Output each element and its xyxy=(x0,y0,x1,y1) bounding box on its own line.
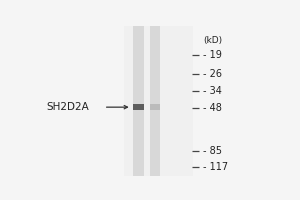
Text: - 34: - 34 xyxy=(202,86,221,96)
Text: - 85: - 85 xyxy=(202,146,222,156)
Text: - 26: - 26 xyxy=(202,69,222,79)
Text: - 117: - 117 xyxy=(202,162,228,172)
Text: SH2D2A: SH2D2A xyxy=(47,102,89,112)
Bar xyxy=(150,104,160,110)
Bar xyxy=(150,26,160,176)
Text: - 19: - 19 xyxy=(202,50,221,60)
Bar xyxy=(134,26,144,176)
Text: - 48: - 48 xyxy=(202,103,221,113)
Bar xyxy=(124,26,193,176)
Bar xyxy=(134,104,144,110)
Text: (kD): (kD) xyxy=(204,36,223,45)
